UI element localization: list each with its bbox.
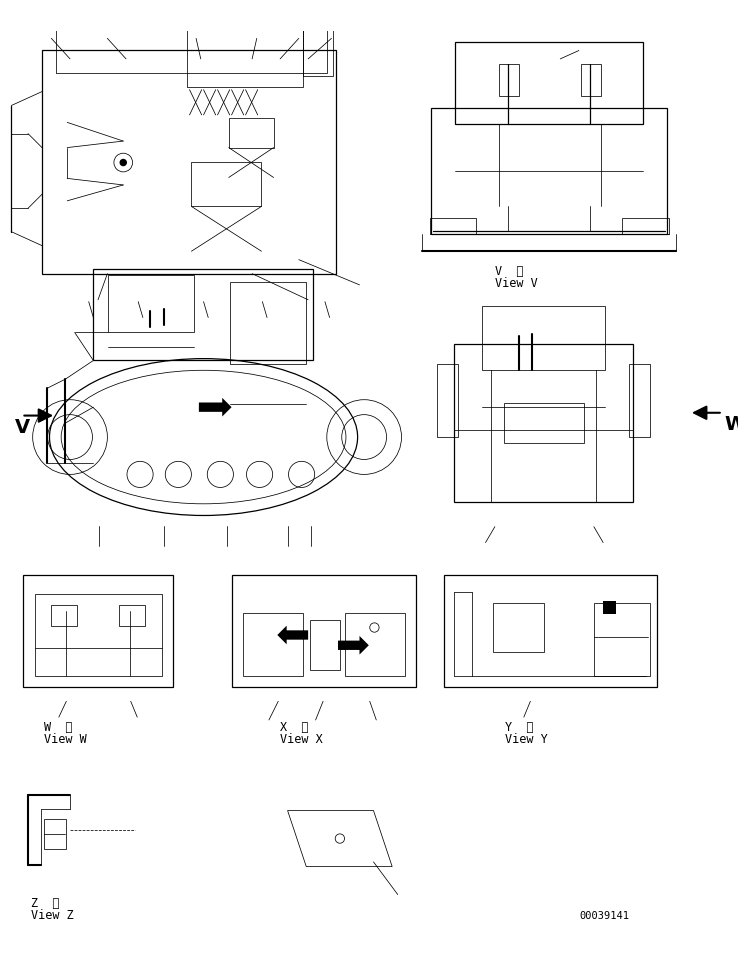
Bar	[345, 613, 405, 677]
Text: View X: View X	[280, 732, 323, 746]
Text: V  視: V 視	[495, 264, 523, 278]
Bar	[432, 110, 666, 235]
Polygon shape	[277, 626, 308, 645]
Bar	[303, 0, 334, 77]
Bar	[229, 118, 274, 148]
Bar	[119, 605, 145, 626]
Bar	[191, 162, 261, 208]
Bar	[24, 576, 173, 687]
Bar	[630, 365, 650, 437]
Bar	[499, 64, 519, 97]
Bar	[56, 0, 327, 74]
Bar	[455, 43, 644, 125]
Bar	[444, 576, 658, 687]
Bar	[603, 602, 616, 615]
Text: View Y: View Y	[505, 732, 548, 746]
Bar	[454, 344, 633, 503]
Text: X  視: X 視	[280, 721, 308, 733]
Bar	[52, 605, 77, 626]
Bar	[94, 270, 313, 361]
Bar	[437, 365, 458, 437]
Bar	[310, 621, 340, 671]
Text: 00039141: 00039141	[579, 910, 629, 920]
Bar	[622, 218, 669, 235]
Bar	[243, 613, 303, 677]
Bar	[35, 594, 162, 677]
Bar	[108, 275, 194, 333]
Text: Z  視: Z 視	[31, 896, 59, 909]
Circle shape	[120, 160, 127, 167]
Bar	[430, 218, 476, 235]
Text: View W: View W	[44, 732, 86, 746]
Text: V: V	[15, 418, 30, 437]
Bar	[232, 576, 416, 687]
Bar	[230, 283, 306, 365]
Bar	[482, 307, 605, 370]
Bar	[42, 51, 336, 274]
Bar	[504, 404, 584, 443]
Bar	[493, 604, 545, 653]
Bar	[594, 604, 650, 677]
Text: W  視: W 視	[44, 721, 72, 733]
Bar	[44, 819, 66, 849]
Bar	[581, 64, 601, 97]
Polygon shape	[199, 399, 232, 417]
Polygon shape	[338, 636, 369, 655]
Text: W: W	[725, 415, 738, 434]
Text: View V: View V	[495, 277, 537, 289]
Bar	[187, 0, 303, 87]
Text: View Z: View Z	[31, 908, 74, 921]
Text: Y  視: Y 視	[505, 721, 534, 733]
